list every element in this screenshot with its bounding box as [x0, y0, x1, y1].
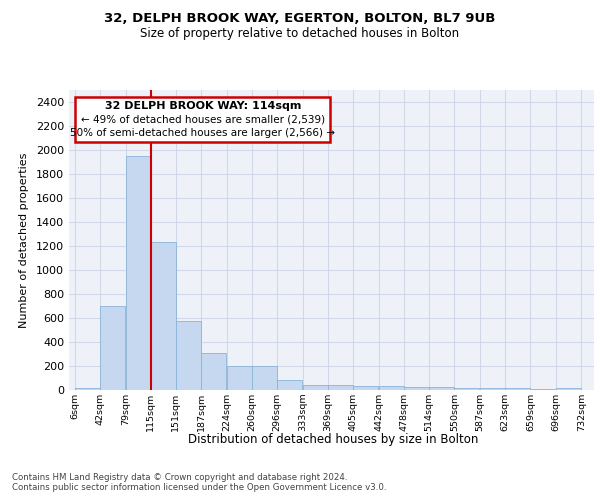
Bar	[100, 306, 125, 390]
Bar	[328, 385, 353, 390]
Bar	[556, 388, 581, 390]
Bar	[176, 321, 201, 390]
Bar	[353, 386, 378, 390]
Text: Contains public sector information licensed under the Open Government Licence v3: Contains public sector information licen…	[12, 484, 386, 492]
Bar	[252, 366, 277, 390]
Text: Distribution of detached houses by size in Bolton: Distribution of detached houses by size …	[188, 432, 478, 446]
Bar	[303, 384, 328, 390]
Bar	[74, 388, 100, 390]
Text: 50% of semi-detached houses are larger (2,566) →: 50% of semi-detached houses are larger (…	[70, 128, 335, 138]
Bar	[201, 354, 226, 390]
Bar	[379, 386, 404, 390]
Bar	[227, 366, 252, 390]
Text: Contains HM Land Registry data © Crown copyright and database right 2024.: Contains HM Land Registry data © Crown c…	[12, 472, 347, 482]
Bar	[481, 388, 505, 390]
Text: 32, DELPH BROOK WAY, EGERTON, BOLTON, BL7 9UB: 32, DELPH BROOK WAY, EGERTON, BOLTON, BL…	[104, 12, 496, 26]
Bar	[125, 156, 151, 390]
Bar	[151, 242, 176, 390]
Bar	[277, 380, 302, 390]
Text: ← 49% of detached houses are smaller (2,539): ← 49% of detached houses are smaller (2,…	[80, 114, 325, 124]
Text: 32 DELPH BROOK WAY: 114sqm: 32 DELPH BROOK WAY: 114sqm	[104, 101, 301, 111]
Y-axis label: Number of detached properties: Number of detached properties	[19, 152, 29, 328]
Text: Size of property relative to detached houses in Bolton: Size of property relative to detached ho…	[140, 26, 460, 40]
Bar	[454, 388, 479, 390]
Bar	[505, 388, 530, 390]
FancyBboxPatch shape	[75, 97, 330, 142]
Bar	[404, 387, 429, 390]
Bar	[430, 387, 454, 390]
